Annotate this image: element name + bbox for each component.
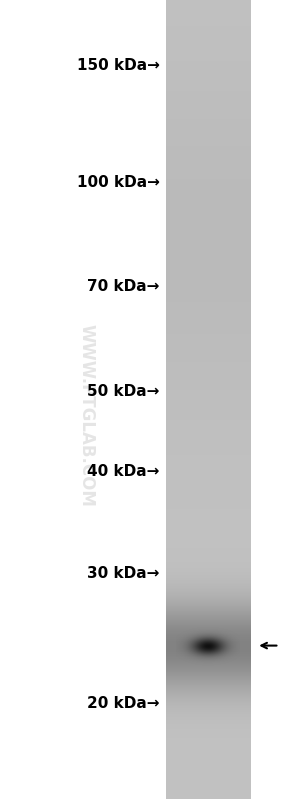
Text: 100 kDa→: 100 kDa→ — [77, 175, 160, 189]
Text: 20 kDa→: 20 kDa→ — [87, 696, 160, 710]
Text: 30 kDa→: 30 kDa→ — [88, 566, 160, 581]
Text: 50 kDa→: 50 kDa→ — [88, 384, 160, 399]
Text: 150 kDa→: 150 kDa→ — [77, 58, 160, 73]
Text: 40 kDa→: 40 kDa→ — [88, 464, 160, 479]
Text: 70 kDa→: 70 kDa→ — [88, 279, 160, 293]
Text: WWW.PTGLAB.COM: WWW.PTGLAB.COM — [77, 324, 95, 507]
